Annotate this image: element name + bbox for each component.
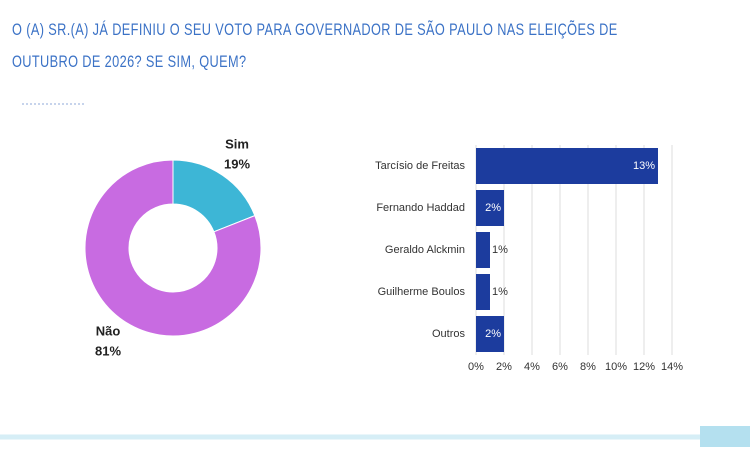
y-tick-label: Geraldo Alckmin (385, 244, 465, 256)
x-tick-label: 0% (468, 361, 484, 373)
x-tick-label: 6% (552, 361, 568, 373)
page-title: O (A) SR.(A) JÁ DEFINIU O SEU VOTO PARA … (12, 20, 618, 71)
slice-label: Sim (225, 136, 249, 151)
bar (476, 232, 490, 268)
bar (476, 190, 504, 226)
x-tick-label: 4% (524, 361, 540, 373)
bar (476, 274, 490, 310)
x-tick-label: 10% (605, 361, 627, 373)
y-tick-label: Outros (432, 328, 466, 340)
slice-value: 81% (95, 343, 121, 358)
y-tick-label: Tarcísio de Freitas (375, 160, 465, 172)
value-label: 1% (492, 244, 508, 256)
value-label: 2% (485, 202, 501, 214)
slice-value: 19% (224, 156, 250, 171)
value-label: 13% (633, 160, 655, 172)
bar (476, 148, 658, 184)
footer-block (700, 426, 750, 447)
value-label: 2% (485, 328, 501, 340)
y-tick-label: Guilherme Boulos (378, 286, 466, 298)
pie-slice (84, 159, 262, 337)
x-tick-label: 2% (496, 361, 512, 373)
slice-label: Não (96, 323, 121, 338)
x-tick-label: 14% (661, 361, 683, 373)
bar (476, 316, 504, 352)
y-tick-label: Fernando Haddad (376, 202, 465, 214)
value-label: 1% (492, 286, 508, 298)
x-tick-label: 8% (580, 361, 596, 373)
x-tick-label: 12% (633, 361, 655, 373)
